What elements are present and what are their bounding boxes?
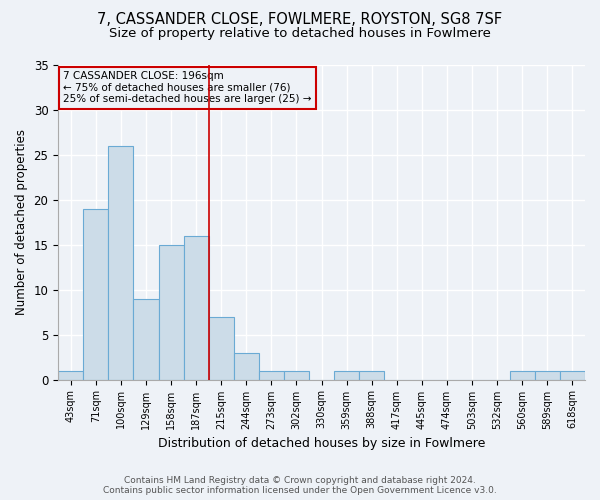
Bar <box>359 370 384 380</box>
Bar <box>284 370 309 380</box>
Text: Contains HM Land Registry data © Crown copyright and database right 2024.
Contai: Contains HM Land Registry data © Crown c… <box>103 476 497 495</box>
Bar <box>158 245 184 380</box>
Bar <box>184 236 209 380</box>
Bar <box>133 298 158 380</box>
Text: 7 CASSANDER CLOSE: 196sqm
← 75% of detached houses are smaller (76)
25% of semi-: 7 CASSANDER CLOSE: 196sqm ← 75% of detac… <box>64 72 312 104</box>
X-axis label: Distribution of detached houses by size in Fowlmere: Distribution of detached houses by size … <box>158 437 485 450</box>
Text: 7, CASSANDER CLOSE, FOWLMERE, ROYSTON, SG8 7SF: 7, CASSANDER CLOSE, FOWLMERE, ROYSTON, S… <box>97 12 503 28</box>
Bar <box>209 316 234 380</box>
Bar <box>560 370 585 380</box>
Bar <box>510 370 535 380</box>
Bar <box>334 370 359 380</box>
Bar <box>83 209 109 380</box>
Bar <box>109 146 133 380</box>
Bar <box>259 370 284 380</box>
Bar <box>234 352 259 380</box>
Y-axis label: Number of detached properties: Number of detached properties <box>15 130 28 316</box>
Bar <box>535 370 560 380</box>
Text: Size of property relative to detached houses in Fowlmere: Size of property relative to detached ho… <box>109 28 491 40</box>
Bar <box>58 370 83 380</box>
